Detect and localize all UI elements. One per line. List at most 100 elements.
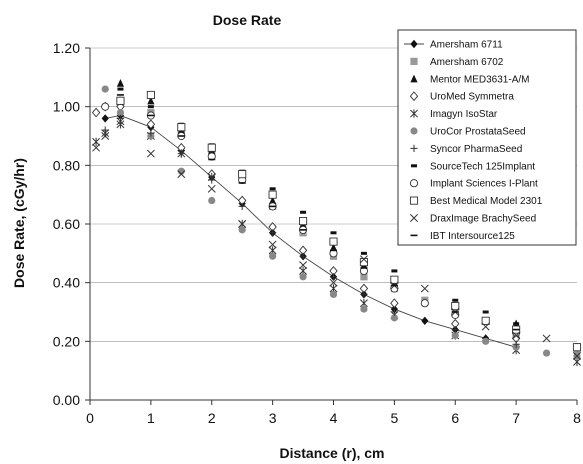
legend-marker (410, 57, 418, 65)
data-point (238, 202, 246, 210)
data-point (116, 96, 125, 105)
data-point (360, 290, 368, 298)
data-point (390, 308, 398, 316)
legend-marker (411, 164, 417, 168)
x-axis-label: Distance (r), cm (279, 445, 384, 461)
data-point (177, 123, 186, 132)
legend-label: Syncor PharmaSeed (430, 144, 522, 155)
legend-item: Amersham 6711 (404, 40, 503, 51)
data-point (512, 331, 521, 340)
data-point (329, 243, 338, 252)
x-tick-label: 0 (86, 410, 94, 426)
x-tick-label: 5 (390, 410, 398, 426)
legend-label: Best Medical Model 2301 (430, 196, 543, 207)
data-point (116, 108, 125, 117)
legend-item: IBT Intersource125 (410, 231, 515, 242)
data-series (91, 79, 582, 367)
series-4 (91, 101, 521, 344)
data-point (146, 90, 155, 99)
legend-marker (410, 127, 418, 135)
data-point (421, 316, 429, 325)
data-point (116, 94, 124, 96)
data-point (451, 311, 459, 313)
data-point (360, 251, 367, 255)
data-point (329, 237, 338, 246)
data-point (116, 79, 125, 87)
legend-label: DraxImage BrachySeed (430, 214, 536, 225)
data-point (481, 322, 490, 331)
legend-label: IBT Intersource125 (430, 231, 515, 242)
data-point (329, 278, 338, 287)
legend-label: Mentor MED3631-A/M (430, 74, 529, 85)
data-point (420, 299, 429, 308)
data-point (329, 273, 338, 281)
legend-item: SourceTech 125Implant (411, 161, 535, 172)
data-point (452, 298, 459, 302)
data-point (146, 119, 156, 130)
legend-marker (410, 144, 418, 152)
data-point (299, 273, 307, 281)
data-point (207, 143, 216, 152)
data-point (177, 135, 185, 137)
legend-item: Implant Sciences I-Plant (409, 179, 538, 190)
data-point (92, 143, 101, 152)
legend-marker (410, 39, 418, 49)
data-point (300, 210, 307, 214)
y-tick-label: 0.20 (53, 333, 80, 349)
legend-marker (409, 91, 419, 102)
legend-marker (410, 214, 418, 222)
x-tick-label: 4 (330, 410, 338, 426)
legend-item: UroMed Symmetra (409, 91, 514, 103)
data-point (269, 229, 277, 237)
chart-title: Dose Rate (213, 12, 282, 28)
y-tick-label: 1.00 (53, 99, 80, 115)
legend-marker (410, 234, 418, 237)
legend-label: Implant Sciences I-Plant (430, 179, 538, 190)
x-tick-label: 2 (208, 410, 216, 426)
series-11 (92, 117, 581, 360)
data-point (360, 267, 368, 269)
x-tick-labels: 0 1 2 3 4 5 6 7 8 (86, 410, 581, 426)
data-point (116, 117, 125, 126)
data-point (146, 149, 155, 158)
x-tick-label: 8 (573, 410, 581, 426)
data-point (513, 322, 520, 326)
y-tick-label: 0.60 (53, 216, 80, 232)
data-point (101, 132, 110, 140)
data-point (238, 226, 246, 234)
data-point (177, 170, 186, 179)
y-tick-label: 1.20 (53, 40, 80, 56)
data-point (101, 114, 109, 123)
data-point (268, 240, 277, 249)
series-12 (116, 94, 520, 331)
y-tick-labels: 0.00 0.20 0.40 0.60 0.80 1.00 1.20 (53, 40, 80, 408)
data-point (101, 102, 110, 111)
data-point (451, 302, 460, 311)
legend-item: Mentor MED3631-A/M (410, 74, 529, 85)
series-10 (116, 90, 582, 352)
legend-marker (409, 196, 419, 205)
data-point (481, 316, 490, 325)
axes (85, 47, 578, 405)
data-point (147, 105, 154, 109)
data-point (329, 290, 338, 298)
data-point (451, 331, 459, 340)
legend: Amersham 6711 Amersham 6702 Mentor MED3631… (397, 29, 577, 246)
data-point (360, 305, 368, 313)
data-point (512, 328, 520, 331)
data-point (208, 196, 216, 205)
data-point (299, 261, 308, 270)
data-point (238, 170, 247, 179)
data-point (359, 255, 368, 264)
x-tick-label: 7 (512, 410, 520, 426)
legend-item: Best Medical Model 2301 (409, 196, 543, 207)
data-point (390, 298, 399, 309)
data-point (390, 275, 399, 284)
data-point (207, 184, 216, 193)
data-point (269, 205, 277, 208)
data-point (330, 231, 337, 235)
data-point (330, 249, 337, 252)
y-axis-label: Dose Rate, (cGy/hr) (11, 158, 27, 288)
data-point (482, 310, 489, 314)
